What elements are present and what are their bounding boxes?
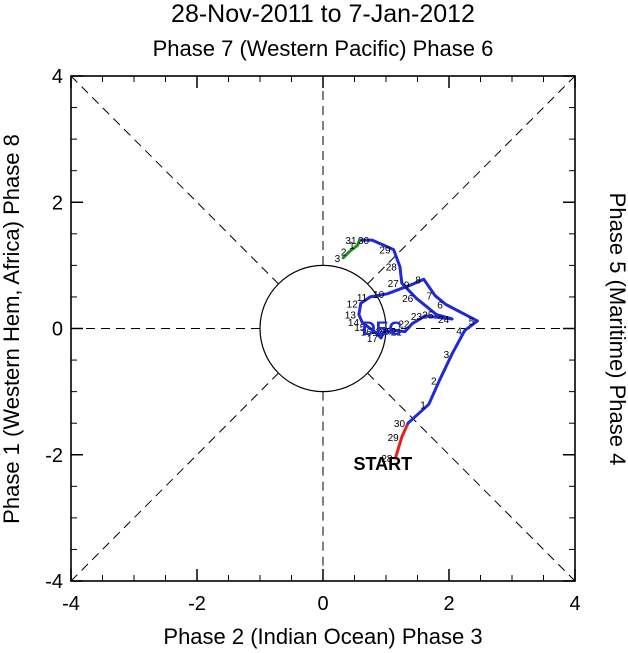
chart-title: 28-Nov-2011 to 7-Jan-2012 <box>171 0 475 28</box>
diagonal-lower-right <box>367 372 576 582</box>
x-tick-label: 4 <box>569 593 580 615</box>
x-axis-label: Phase 2 (Indian Ocean) Phase 3 <box>163 624 482 649</box>
y-tick-label: 0 <box>52 319 63 341</box>
day-label: 12 <box>347 299 359 310</box>
unit-circle <box>259 264 387 393</box>
y-tick-label: -2 <box>45 445 63 467</box>
guide-lines <box>70 75 576 582</box>
day-label: 19 <box>375 328 387 339</box>
x-tick-label: 0 <box>317 593 328 615</box>
y-tick-label: 2 <box>52 192 63 214</box>
day-label: 28 <box>381 454 393 465</box>
day-label: 1 <box>349 241 355 252</box>
x-tick-label: -4 <box>62 593 80 615</box>
left-axis-label: Phase 1 (Western Hem, Africa) Phase 8 <box>0 134 24 524</box>
day-label: 16 <box>361 328 373 339</box>
right-axis-label: Phase 5 (Maritime) Phase 4 <box>605 193 628 466</box>
day-label: 11 <box>357 293 368 304</box>
day-label: 9 <box>404 280 410 291</box>
day-label: 8 <box>415 275 421 286</box>
series-group <box>341 238 479 460</box>
day-label: 2 <box>431 376 437 387</box>
x-tick-label: -2 <box>188 593 206 615</box>
day-label: 23 <box>411 312 423 323</box>
day-label: 17 <box>367 334 379 345</box>
day-label: 3 <box>444 350 450 361</box>
plot-frame <box>70 75 576 582</box>
day-label: 1 <box>420 400 426 411</box>
day-label: 22 <box>398 319 410 330</box>
month-label-dec: DEC <box>362 319 402 340</box>
day-label: 21 <box>391 328 403 339</box>
day-label: 29 <box>379 246 391 257</box>
day-label: 27 <box>388 279 400 290</box>
day-label: 18 <box>371 326 383 337</box>
day-label: 14 <box>348 318 360 329</box>
day-label: 28 <box>386 263 398 274</box>
day-label: 10 <box>373 290 385 301</box>
x-tick-label: 2 <box>443 593 454 615</box>
day-label: 26 <box>402 294 414 305</box>
series-line-nov <box>394 421 410 460</box>
day-label: 3 <box>335 254 341 265</box>
day-labels: 2829301234567891011121314151617181920212… <box>335 236 475 474</box>
day-label: 7 <box>427 292 433 303</box>
day-label: 25 <box>422 311 434 322</box>
day-label: 31 <box>345 236 357 247</box>
y-tick-label: 4 <box>52 66 63 88</box>
series-line-dec <box>357 238 479 425</box>
diagonal-upper-left <box>70 75 279 285</box>
day-label: 20 <box>381 326 393 337</box>
day-label: 6 <box>437 301 443 312</box>
day-label: 15 <box>354 323 366 334</box>
series-line-jan <box>341 238 361 260</box>
day-label: 4 <box>456 326 462 337</box>
day-label: 30 <box>358 236 370 247</box>
day-label: 29 <box>388 433 400 444</box>
diagonal-upper-right <box>367 75 576 285</box>
y-tick-label: -4 <box>45 571 63 593</box>
day-label: 13 <box>345 311 357 322</box>
top-axis-label: Phase 7 (Western Pacific) Phase 6 <box>153 36 494 61</box>
start-label: START <box>353 454 412 474</box>
day-label: 5 <box>469 317 475 328</box>
day-label: 30 <box>394 419 406 430</box>
day-label: 24 <box>438 315 450 326</box>
day-label: 2 <box>341 247 347 258</box>
diagonal-lower-left <box>70 372 279 582</box>
